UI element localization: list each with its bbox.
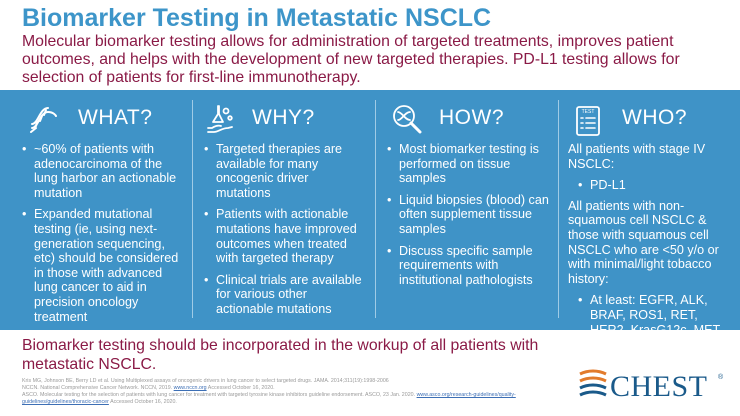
why-item: Patients with actionable mutations have … bbox=[204, 207, 366, 265]
column-who-header: TEST WHO? bbox=[570, 102, 730, 140]
column-why-body: Targeted therapies are available for man… bbox=[204, 142, 366, 324]
chest-logo-mark-icon bbox=[579, 369, 607, 397]
reference-3-accessed: Accessed October 16, 2020. bbox=[110, 399, 177, 405]
research-hand-icon bbox=[207, 105, 233, 133]
why-item: Targeted therapies are available for man… bbox=[204, 142, 366, 200]
what-item: Expanded mutational testing (ie, using n… bbox=[22, 207, 182, 324]
column-how-header: HOW? bbox=[389, 102, 549, 140]
reference-3-text: ASCO. Molecular testing for the selectio… bbox=[22, 392, 416, 398]
references: Kris MG, Johnson BE, Berry LD et al. Usi… bbox=[22, 378, 582, 406]
column-what-body: ~60% of patients with adenocarcinoma of … bbox=[22, 142, 182, 331]
column-why: WHY? Targeted therapies are available fo… bbox=[196, 90, 371, 330]
column-who-heading: WHO? bbox=[622, 106, 687, 129]
nccn-link[interactable]: www.nccn.org bbox=[173, 385, 207, 391]
who-paragraph: All patients with non-squamous cell NSCL… bbox=[568, 198, 719, 286]
who-paragraph: All patients with stage IV NSCLC: bbox=[568, 142, 706, 171]
how-item: Liquid biopsies (blood) can often supple… bbox=[387, 193, 549, 237]
column-who-body: All patients with stage IV NSCLC: PD-L1 … bbox=[568, 142, 736, 343]
reference-1: Kris MG, Johnson BE, Berry LD et al. Usi… bbox=[22, 378, 389, 384]
test-label: TEST bbox=[582, 109, 595, 115]
reference-2-text: NCCN. National Comprehensive Cancer Netw… bbox=[22, 385, 173, 391]
intro-text: Molecular biomarker testing allows for a… bbox=[22, 33, 680, 86]
column-what-heading: WHAT? bbox=[78, 106, 153, 129]
column-why-header: WHY? bbox=[204, 102, 364, 140]
column-why-heading: WHY? bbox=[252, 106, 315, 129]
reference-2-accessed: Accessed October 16, 2020. bbox=[207, 385, 275, 391]
magnifier-dna-icon bbox=[393, 105, 422, 134]
dna-icon bbox=[30, 107, 57, 133]
who-sub-item: At least: EGFR, ALK, BRAF, ROS1, RET, HE… bbox=[578, 293, 736, 337]
column-who: TEST WHO? All patients with stage IV NSC… bbox=[562, 90, 738, 337]
why-item: Clinical trials are available for variou… bbox=[204, 273, 366, 317]
what-item: ~60% of patients with adenocarcinoma of … bbox=[22, 142, 182, 200]
column-how-body: Most biomarker testing is performed on t… bbox=[387, 142, 549, 294]
page-title: Biomarker Testing in Metastatic NSCLC bbox=[22, 4, 492, 32]
how-item: Most biomarker testing is performed on t… bbox=[387, 142, 549, 186]
info-band: WHAT? ~60% of patients with adenocarcino… bbox=[0, 90, 740, 337]
reference-2: NCCN. National Comprehensive Cancer Netw… bbox=[22, 385, 582, 392]
column-how-heading: HOW? bbox=[439, 106, 504, 129]
chest-logo: CHEST ® bbox=[578, 368, 728, 403]
bottom-statement: Biomarker testing should be incorporated… bbox=[22, 337, 539, 373]
column-divider bbox=[192, 100, 193, 318]
column-divider bbox=[375, 100, 376, 318]
who-sub-item: PD-L1 bbox=[578, 178, 736, 193]
registered-mark: ® bbox=[718, 374, 724, 381]
how-item: Discuss specific sample requirements wit… bbox=[387, 244, 549, 288]
column-divider bbox=[558, 100, 559, 318]
reference-3: ASCO. Molecular testing for the selectio… bbox=[22, 392, 582, 406]
chest-logo-text: CHEST bbox=[610, 370, 708, 403]
column-what-header: WHAT? bbox=[26, 102, 186, 140]
column-what: WHAT? ~60% of patients with adenocarcino… bbox=[14, 90, 189, 330]
test-clipboard-icon: TEST bbox=[576, 106, 600, 136]
column-how: HOW? Most biomarker testing is performed… bbox=[379, 90, 554, 330]
asco-link[interactable]: www.asco.org/research-guidelines/quality… bbox=[22, 392, 516, 405]
